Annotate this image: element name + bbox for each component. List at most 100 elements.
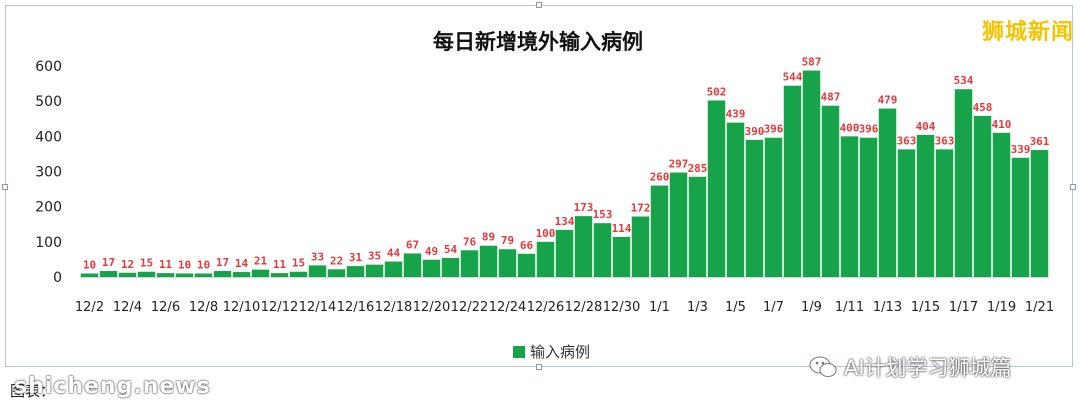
bar-value-label: 587	[802, 56, 822, 69]
bar-value-label: 15	[292, 257, 305, 270]
bar-value-label: 11	[159, 258, 173, 271]
bar	[289, 271, 308, 277]
bar-value-label: 35	[368, 250, 381, 263]
chart-frame: 每日新增境外输入病例 0 100 200 300 400 500 600 10 17 12 15 1…	[2, 2, 1076, 370]
bar-value-label: 17	[216, 256, 229, 269]
bar	[878, 108, 897, 277]
bar-value-label: 66	[520, 239, 534, 252]
bar	[593, 223, 612, 277]
bar	[916, 134, 935, 277]
bar-value-label: 33	[311, 250, 324, 263]
bar-value-label: 49	[425, 245, 438, 258]
bar-value-label: 114	[612, 222, 632, 235]
bar-value-label: 76	[463, 235, 477, 248]
watermark-logo: 狮城新闻	[981, 20, 1074, 45]
x-tick-label: 12/18	[375, 300, 412, 315]
bar	[441, 258, 460, 277]
legend-label: 输入病例	[530, 343, 590, 361]
caption: 图表：	[10, 382, 56, 400]
bar	[422, 259, 441, 277]
bar-value-label: 260	[650, 171, 670, 184]
bar-value-label: 79	[501, 234, 514, 247]
bar-value-label: 361	[1030, 135, 1050, 148]
bar	[992, 132, 1011, 277]
bar	[726, 122, 745, 278]
x-tick-label: 1/3	[687, 300, 708, 315]
bar-value-label: 410	[992, 118, 1012, 131]
x-tick-label: 12/8	[189, 300, 218, 315]
wechat-icon	[809, 356, 837, 377]
x-tick-label: 1/11	[835, 300, 864, 315]
x-tick-label: 12/26	[527, 300, 564, 315]
bar-value-label: 14	[235, 257, 249, 270]
bar	[821, 105, 840, 278]
frame-handle-left[interactable]	[2, 184, 8, 190]
bar-value-label: 285	[688, 162, 708, 175]
bar	[783, 85, 802, 277]
x-tick-label: 1/17	[949, 300, 978, 315]
bar-value-label: 10	[178, 258, 191, 271]
x-tick-label: 12/22	[451, 300, 488, 315]
y-tick-label: 500	[35, 94, 62, 110]
bar	[802, 70, 821, 277]
bar	[745, 139, 764, 277]
bar	[308, 265, 327, 277]
wechat-tag-text: AI计划学习狮城篇	[844, 356, 1012, 380]
bar-value-label: 479	[878, 94, 898, 107]
bar	[631, 216, 650, 277]
y-tick-label: 400	[35, 129, 62, 145]
bar	[384, 261, 403, 277]
x-tick-label: 12/24	[489, 300, 526, 315]
bar-value-label: 400	[840, 121, 860, 134]
frame-handle-bottom[interactable]	[536, 364, 542, 370]
bar-value-label: 89	[482, 231, 495, 244]
bar	[175, 273, 194, 277]
bar-value-label: 12	[121, 258, 134, 271]
bar	[327, 269, 346, 277]
bar	[137, 271, 156, 277]
x-tick-label: 1/21	[1025, 300, 1054, 315]
bar-value-label: 404	[916, 120, 936, 133]
frame-handle-top[interactable]	[536, 2, 542, 8]
bar	[536, 241, 555, 277]
bar	[479, 245, 498, 277]
bar	[460, 250, 479, 277]
bar	[612, 236, 631, 277]
bar-value-label: 458	[973, 101, 993, 114]
bar-value-label: 22	[330, 254, 343, 267]
x-tick-label: 12/2	[75, 300, 104, 315]
y-tick-label: 200	[35, 200, 62, 216]
bar	[1030, 150, 1049, 277]
bar-value-label: 21	[254, 255, 268, 268]
bar	[897, 149, 916, 277]
bar-value-label: 339	[1011, 143, 1031, 156]
site-watermark: shicheng.news	[14, 374, 211, 399]
x-tick-label: 1/9	[801, 300, 822, 315]
bar-value-label: 396	[859, 123, 879, 136]
frame-handle-right[interactable]	[1070, 184, 1076, 190]
y-tick-label: 300	[35, 165, 62, 181]
bar-value-label: 396	[764, 123, 784, 136]
x-tick-label: 12/28	[565, 300, 602, 315]
bar-value-label: 173	[574, 201, 594, 214]
bars	[80, 70, 1049, 278]
bar-value-label: 172	[631, 202, 651, 215]
x-tick-label: 12/16	[337, 300, 374, 315]
x-tick-label: 12/4	[113, 300, 142, 315]
bar-value-label: 15	[140, 257, 153, 270]
legend: 输入病例	[513, 343, 590, 361]
bar-value-label: 544	[783, 71, 803, 84]
x-tick-label: 12/12	[261, 300, 298, 315]
bar	[403, 253, 422, 277]
bar-value-label: 363	[897, 134, 917, 147]
bar-value-label: 534	[954, 74, 974, 87]
bar	[99, 271, 118, 277]
legend-swatch	[513, 346, 525, 358]
bar-value-label: 134	[555, 215, 575, 228]
bar	[346, 266, 365, 277]
x-tick-label: 12/14	[299, 300, 336, 315]
x-tick-label: 12/6	[151, 300, 180, 315]
bar-value-label: 54	[444, 243, 458, 256]
bar-value-label: 10	[197, 258, 210, 271]
bar	[688, 176, 707, 277]
